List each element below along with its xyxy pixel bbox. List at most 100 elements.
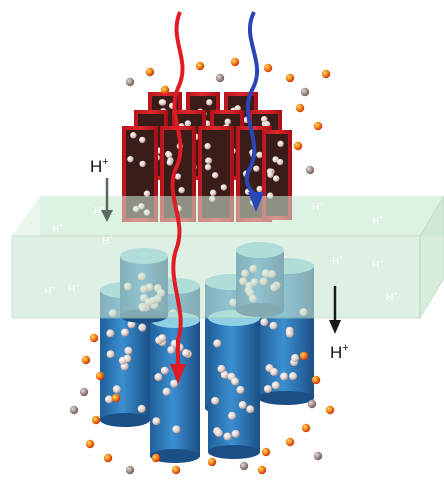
particle [211, 396, 220, 405]
particle [217, 364, 226, 373]
blue-nanotube [100, 282, 150, 427]
particle [159, 99, 167, 106]
particle [267, 171, 274, 178]
particle [160, 366, 169, 375]
particle [85, 439, 95, 449]
particle [206, 99, 213, 106]
particle [263, 120, 271, 128]
particle [171, 465, 181, 475]
h-plus-small: H+ [372, 215, 383, 227]
h-plus-small: H+ [102, 235, 113, 247]
particle [184, 120, 192, 127]
particle [260, 318, 269, 327]
particle [195, 61, 205, 71]
particle [172, 425, 181, 434]
particle [285, 329, 294, 338]
h-plus-small: H+ [312, 201, 323, 213]
particle [212, 172, 219, 179]
h-plus-label-bottom: H+ [330, 342, 349, 362]
particle [209, 189, 217, 196]
particle [207, 457, 217, 467]
particle [231, 377, 240, 386]
particle [311, 375, 321, 385]
particle [236, 385, 245, 394]
blue-nanotube [208, 310, 260, 459]
particle [256, 151, 263, 159]
blue-light-arrow [244, 11, 264, 212]
particle [124, 346, 133, 355]
h-plus-small: H+ [44, 285, 55, 297]
particle [154, 373, 163, 382]
h-plus-small: H+ [332, 255, 343, 267]
particle [230, 57, 240, 67]
particle [91, 415, 101, 425]
particle [261, 447, 271, 457]
particle [215, 73, 225, 83]
particle [167, 345, 176, 354]
particle [223, 432, 232, 441]
particle [246, 405, 255, 414]
particle [213, 339, 222, 348]
particle [273, 175, 280, 182]
particle [256, 185, 263, 193]
particle [238, 401, 247, 410]
particle [291, 353, 300, 362]
particle [289, 372, 298, 381]
particle [165, 151, 173, 159]
particle [276, 158, 284, 166]
particle [257, 465, 267, 475]
particle [127, 320, 136, 329]
particle [220, 184, 228, 191]
membrane-proton-labels: H+ H+ H+ H+ H+ H+ H+ H+ H+ H+ [44, 201, 397, 303]
particle [307, 399, 317, 409]
particle [125, 465, 135, 475]
particle [220, 370, 229, 379]
h-plus-small: H+ [372, 259, 383, 271]
particle [214, 429, 223, 438]
particle [299, 351, 309, 361]
membrane-slab [11, 195, 444, 320]
particle [104, 395, 113, 404]
particle [162, 387, 171, 396]
h-plus-label-top: H+ [90, 156, 109, 176]
particle [228, 411, 237, 420]
particle [205, 157, 212, 164]
particle [325, 405, 335, 415]
particle [280, 372, 289, 381]
particle [301, 423, 311, 433]
particle [138, 323, 147, 332]
particle [120, 328, 129, 337]
particle [106, 329, 115, 338]
particle [277, 140, 284, 148]
particle [81, 355, 91, 365]
particle [130, 132, 137, 139]
particle [261, 115, 268, 123]
particle [139, 136, 146, 144]
particle [95, 371, 105, 381]
particle [127, 155, 134, 163]
particle [139, 160, 146, 168]
particle [125, 77, 135, 87]
particle [151, 453, 161, 463]
proton-arrow-top [101, 178, 113, 222]
particle [234, 105, 241, 112]
particle [263, 63, 273, 73]
particle [69, 405, 79, 415]
particle [269, 321, 278, 330]
particle [106, 350, 115, 359]
particle [285, 437, 295, 447]
particle [224, 118, 231, 125]
particle [305, 165, 315, 175]
proton-arrow-bottom [329, 286, 341, 334]
particle [231, 429, 240, 438]
particle [79, 387, 89, 397]
particle [160, 85, 170, 95]
particle [123, 354, 132, 363]
particle [152, 417, 161, 426]
particle [239, 461, 249, 471]
particle [204, 163, 212, 171]
particle [300, 87, 310, 97]
particle [166, 159, 173, 166]
particle [263, 384, 272, 393]
particle [204, 143, 211, 150]
